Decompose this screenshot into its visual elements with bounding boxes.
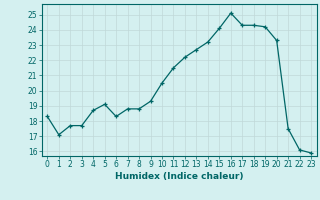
X-axis label: Humidex (Indice chaleur): Humidex (Indice chaleur) (115, 172, 244, 181)
